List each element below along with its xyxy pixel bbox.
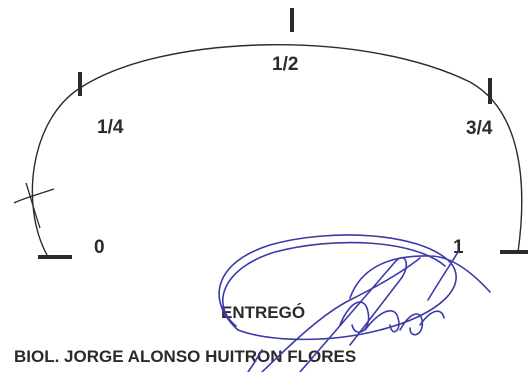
scale-label-zero: 0: [94, 237, 105, 258]
signer-name: BIOL. JORGE ALONSO HUITRON FLORES: [14, 347, 357, 366]
level-mark: [13, 182, 55, 229]
scale-label-half: 1/2: [272, 54, 299, 75]
delivered-by-label: ENTREGÓ: [221, 303, 306, 322]
scale-label-one: 1: [453, 237, 464, 258]
scale-label-quarter: 1/4: [97, 117, 124, 138]
gauge-arc: [31, 44, 523, 256]
scale-label-three-quarters: 3/4: [466, 118, 493, 139]
